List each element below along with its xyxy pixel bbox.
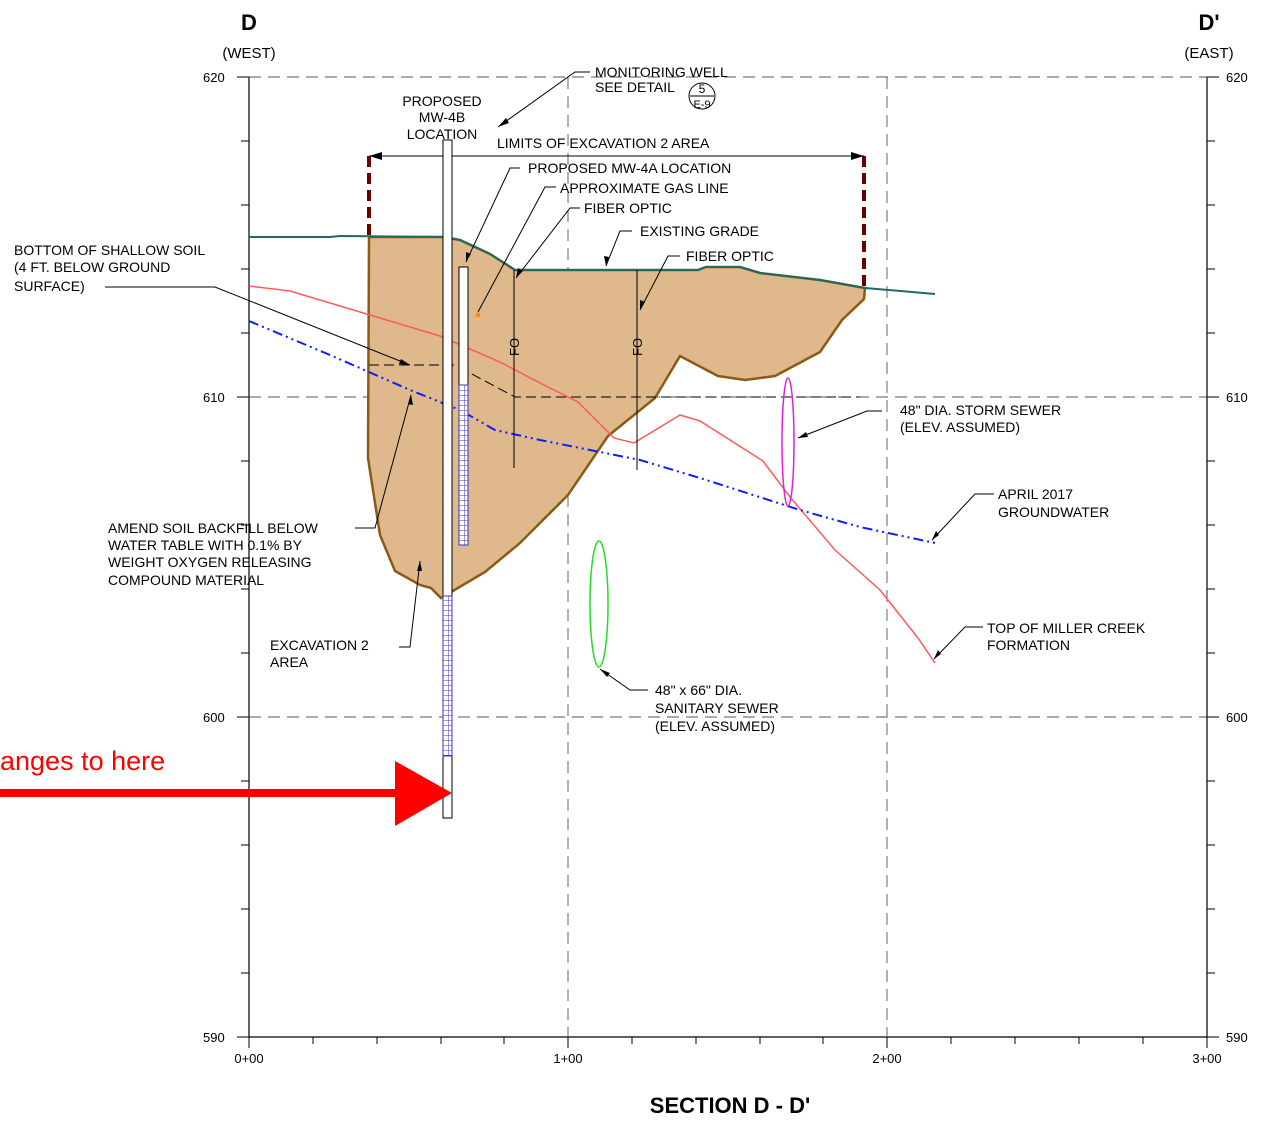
existing-grade-line — [249, 234, 936, 295]
fiber-optic-tag-1: FO — [507, 338, 522, 356]
red-annotation-text: anges to here — [0, 746, 165, 776]
sanitary-sewer-label-1: 48" x 66" DIA. — [655, 682, 742, 698]
x-tick-marks — [248, 1037, 1208, 1048]
y-tick-right-590: 590 — [1226, 1030, 1248, 1045]
mw-4b-label-3: LOCATION — [407, 126, 478, 142]
amend-soil-label-2: WATER TABLE WITH 0.1% BY — [108, 537, 303, 553]
excavation-label-2: AREA — [270, 654, 309, 670]
mw-4b-label-2: MW-4B — [419, 109, 465, 125]
x-tick-0: 0+00 — [234, 1051, 263, 1066]
red-arrow-shaft — [0, 789, 398, 797]
shallow-soil-label-1: BOTTOM OF SHALLOW SOIL — [14, 242, 205, 258]
shallow-soil-label-3: SURFACE) — [14, 278, 85, 294]
amend-soil-label-1: AMEND SOIL BACKFILL BELOW — [108, 520, 319, 536]
x-tick-3: 3+00 — [1192, 1051, 1221, 1066]
monitoring-well-label-1: MONITORING WELL — [595, 64, 728, 80]
storm-sewer-label-2: (ELEV. ASSUMED) — [900, 419, 1020, 435]
section-start-mark: D — [241, 10, 257, 35]
miller-creek-label-1: TOP OF MILLER CREEK — [987, 620, 1146, 636]
sanitary-sewer — [589, 540, 609, 668]
amend-soil-label-4: COMPOUND MATERIAL — [108, 572, 264, 588]
mw-4a-label: PROPOSED MW-4A LOCATION — [528, 160, 731, 176]
miller-creek-formation-line — [248, 285, 936, 664]
groundwater-label-2: GROUNDWATER — [998, 504, 1109, 520]
storm-sewer — [781, 377, 795, 507]
leader-arrowheads — [399, 118, 941, 677]
excavation-label-1: EXCAVATION 2 — [270, 637, 369, 653]
groundwater-label-1: APRIL 2017 — [998, 486, 1073, 502]
miller-creek-label-2: FORMATION — [987, 637, 1070, 653]
excavation-limit-markers — [367, 156, 866, 288]
limits-arrow-right — [851, 152, 864, 160]
y-tick-marks — [237, 76, 1219, 1038]
existing-grade-label: EXISTING GRADE — [640, 223, 759, 239]
fiber-optic-label-1: FIBER OPTIC — [584, 200, 672, 216]
sanitary-sewer-label-3: (ELEV. ASSUMED) — [655, 718, 775, 734]
monitoring-well-label-2: SEE DETAIL — [595, 79, 675, 95]
y-tick-left-590: 590 — [203, 1030, 225, 1045]
section-start-direction: (WEST) — [222, 45, 275, 62]
limits-arrow-left — [369, 152, 382, 160]
mw-4a-screen — [458, 384, 469, 546]
y-tick-left-610: 610 — [203, 390, 225, 405]
mw-4b-casing — [442, 139, 453, 819]
red-arrow-head — [395, 761, 452, 826]
amend-soil-label-3: WEIGHT OXYGEN RELEASING — [108, 554, 312, 570]
y-tick-right-620: 620 — [1226, 70, 1248, 85]
storm-sewer-label-1: 48" DIA. STORM SEWER — [900, 402, 1061, 418]
x-tick-2: 2+00 — [872, 1051, 901, 1066]
shallow-soil-label-2: (4 FT. BELOW GROUND — [14, 259, 170, 275]
y-tick-right-600: 600 — [1226, 710, 1248, 725]
detail-sheet: E-9 — [693, 99, 710, 111]
sanitary-sewer-label-2: SANITARY SEWER — [655, 700, 779, 716]
y-tick-right-610: 610 — [1226, 390, 1248, 405]
detail-number: 5 — [699, 82, 706, 96]
section-end-mark: D' — [1198, 10, 1219, 35]
y-tick-left-600: 600 — [203, 710, 225, 725]
fiber-optic-label-2: FIBER OPTIC — [686, 248, 774, 264]
mw-4b-label-1: PROPOSED — [402, 93, 481, 109]
mw-4b-screen — [442, 595, 453, 757]
groundwater-line — [248, 320, 936, 544]
x-tick-1: 1+00 — [553, 1051, 582, 1066]
shallow-soil-line — [369, 364, 860, 398]
gas-line-marker — [475, 312, 481, 318]
gas-line-label: APPROXIMATE GAS LINE — [560, 180, 729, 196]
fiber-optic-tag-2: FO — [630, 338, 645, 356]
y-tick-left-620: 620 — [203, 70, 225, 85]
leader-lines — [105, 71, 994, 691]
section-end-direction: (EAST) — [1184, 45, 1233, 62]
section-title: SECTION D - D' — [650, 1093, 810, 1118]
limits-label: LIMITS OF EXCAVATION 2 AREA — [497, 135, 710, 151]
